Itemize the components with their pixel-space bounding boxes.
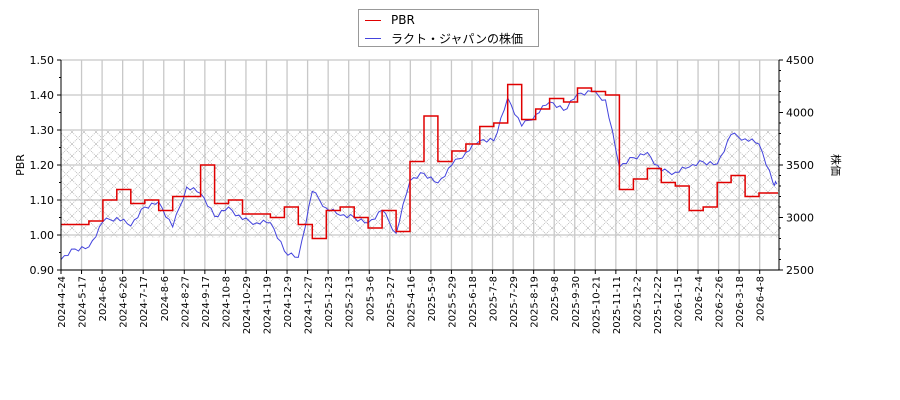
x-tick-label: 2025-2-13 — [345, 276, 356, 328]
shaded-band — [61, 130, 779, 238]
y-tick-label: 1.30 — [30, 124, 55, 137]
legend: PBR ラクト・ジャパンの株価 — [358, 9, 539, 47]
y-right-tick-label: 2500 — [786, 264, 814, 277]
x-tick-label: 2024-7-17 — [139, 276, 150, 328]
x-tick-label: 2024-6-6 — [98, 276, 109, 321]
x-tick-label: 2025-5-9 — [427, 276, 438, 321]
x-tick-label: 2025-9-30 — [571, 276, 582, 328]
pbr-swatch-icon — [365, 19, 381, 21]
y-right-tick-label: 3500 — [786, 159, 814, 172]
x-tick-label: 2025-12-22 — [653, 276, 664, 334]
x-tick-label: 2025-6-18 — [468, 276, 479, 328]
x-tick-label: 2024-5-17 — [78, 276, 89, 328]
x-tick-label: 2026-3-18 — [735, 276, 746, 328]
x-tick-label: 2024-9-17 — [201, 276, 212, 328]
x-tick-label: 2024-8-27 — [180, 276, 191, 328]
legend-label-price: ラクト・ジャパンの株価 — [391, 31, 524, 46]
left-axis-label: PBR — [14, 154, 27, 176]
x-tick-label: 2024-12-9 — [283, 276, 294, 328]
x-tick-label: 2025-5-29 — [447, 276, 458, 328]
x-tick-label: 2025-4-16 — [406, 276, 417, 328]
x-tick-label: 2025-3-27 — [386, 276, 397, 328]
x-axis-ticks: 2024-4-24 2024-5-17 2024-6-6 2024-6-26 2024-… — [57, 270, 767, 334]
x-tick-label: 2026-2-4 — [694, 276, 705, 321]
legend-label-pbr: PBR — [391, 13, 415, 27]
pbr-line — [61, 83, 778, 240]
x-tick-label: 2025-3-6 — [365, 276, 376, 321]
x-tick-label: 2025-8-19 — [530, 276, 541, 328]
x-tick-label: 2025-9-8 — [550, 276, 561, 321]
right-axis-ticks: 4500 4000 3500 3000 2500 — [779, 54, 814, 277]
y-tick-label: 1.40 — [30, 89, 55, 102]
x-tick-label: 2024-8-6 — [160, 276, 171, 321]
y-tick-label: 1.10 — [30, 194, 55, 207]
y-tick-label: 1.00 — [30, 229, 55, 242]
right-axis-label: 株価 — [829, 154, 843, 176]
legend-item-pbr: PBR — [365, 12, 415, 28]
y-right-tick-label: 4000 — [786, 107, 814, 120]
x-tick-label: 2025-11-11 — [612, 276, 623, 334]
y-right-tick-label: 3000 — [786, 212, 814, 225]
x-tick-label: 2026-2-26 — [715, 276, 726, 328]
price-line — [61, 90, 778, 260]
left-axis-ticks: 1.50 1.40 1.30 1.20 1.10 1.00 0.90 — [30, 54, 61, 277]
price-swatch-icon — [365, 37, 381, 39]
x-tick-label: 2026-4-8 — [756, 276, 767, 321]
x-tick-label: 2024-10-29 — [242, 276, 253, 334]
y-right-tick-label: 4500 — [786, 54, 814, 67]
x-tick-label: 2025-12-2 — [632, 276, 643, 328]
x-tick-label: 2025-1-23 — [324, 276, 335, 328]
x-tick-label: 2024-4-24 — [57, 276, 68, 328]
x-tick-label: 2025-7-8 — [489, 276, 500, 321]
y-tick-label: 0.90 — [30, 264, 55, 277]
x-tick-label: 2024-10-8 — [221, 276, 232, 328]
x-tick-label: 2026-1-15 — [674, 276, 685, 328]
x-tick-label: 2024-11-19 — [263, 276, 274, 334]
y-tick-label: 1.20 — [30, 159, 55, 172]
y-tick-label: 1.50 — [30, 54, 55, 67]
gridlines — [61, 59, 779, 271]
x-tick-label: 2025-10-21 — [591, 276, 602, 334]
x-tick-label: 2024-6-26 — [119, 276, 130, 328]
legend-item-price: ラクト・ジャパンの株価 — [365, 30, 523, 46]
x-tick-label: 2024-12-27 — [304, 276, 315, 334]
x-tick-label: 2025-7-29 — [509, 276, 520, 328]
